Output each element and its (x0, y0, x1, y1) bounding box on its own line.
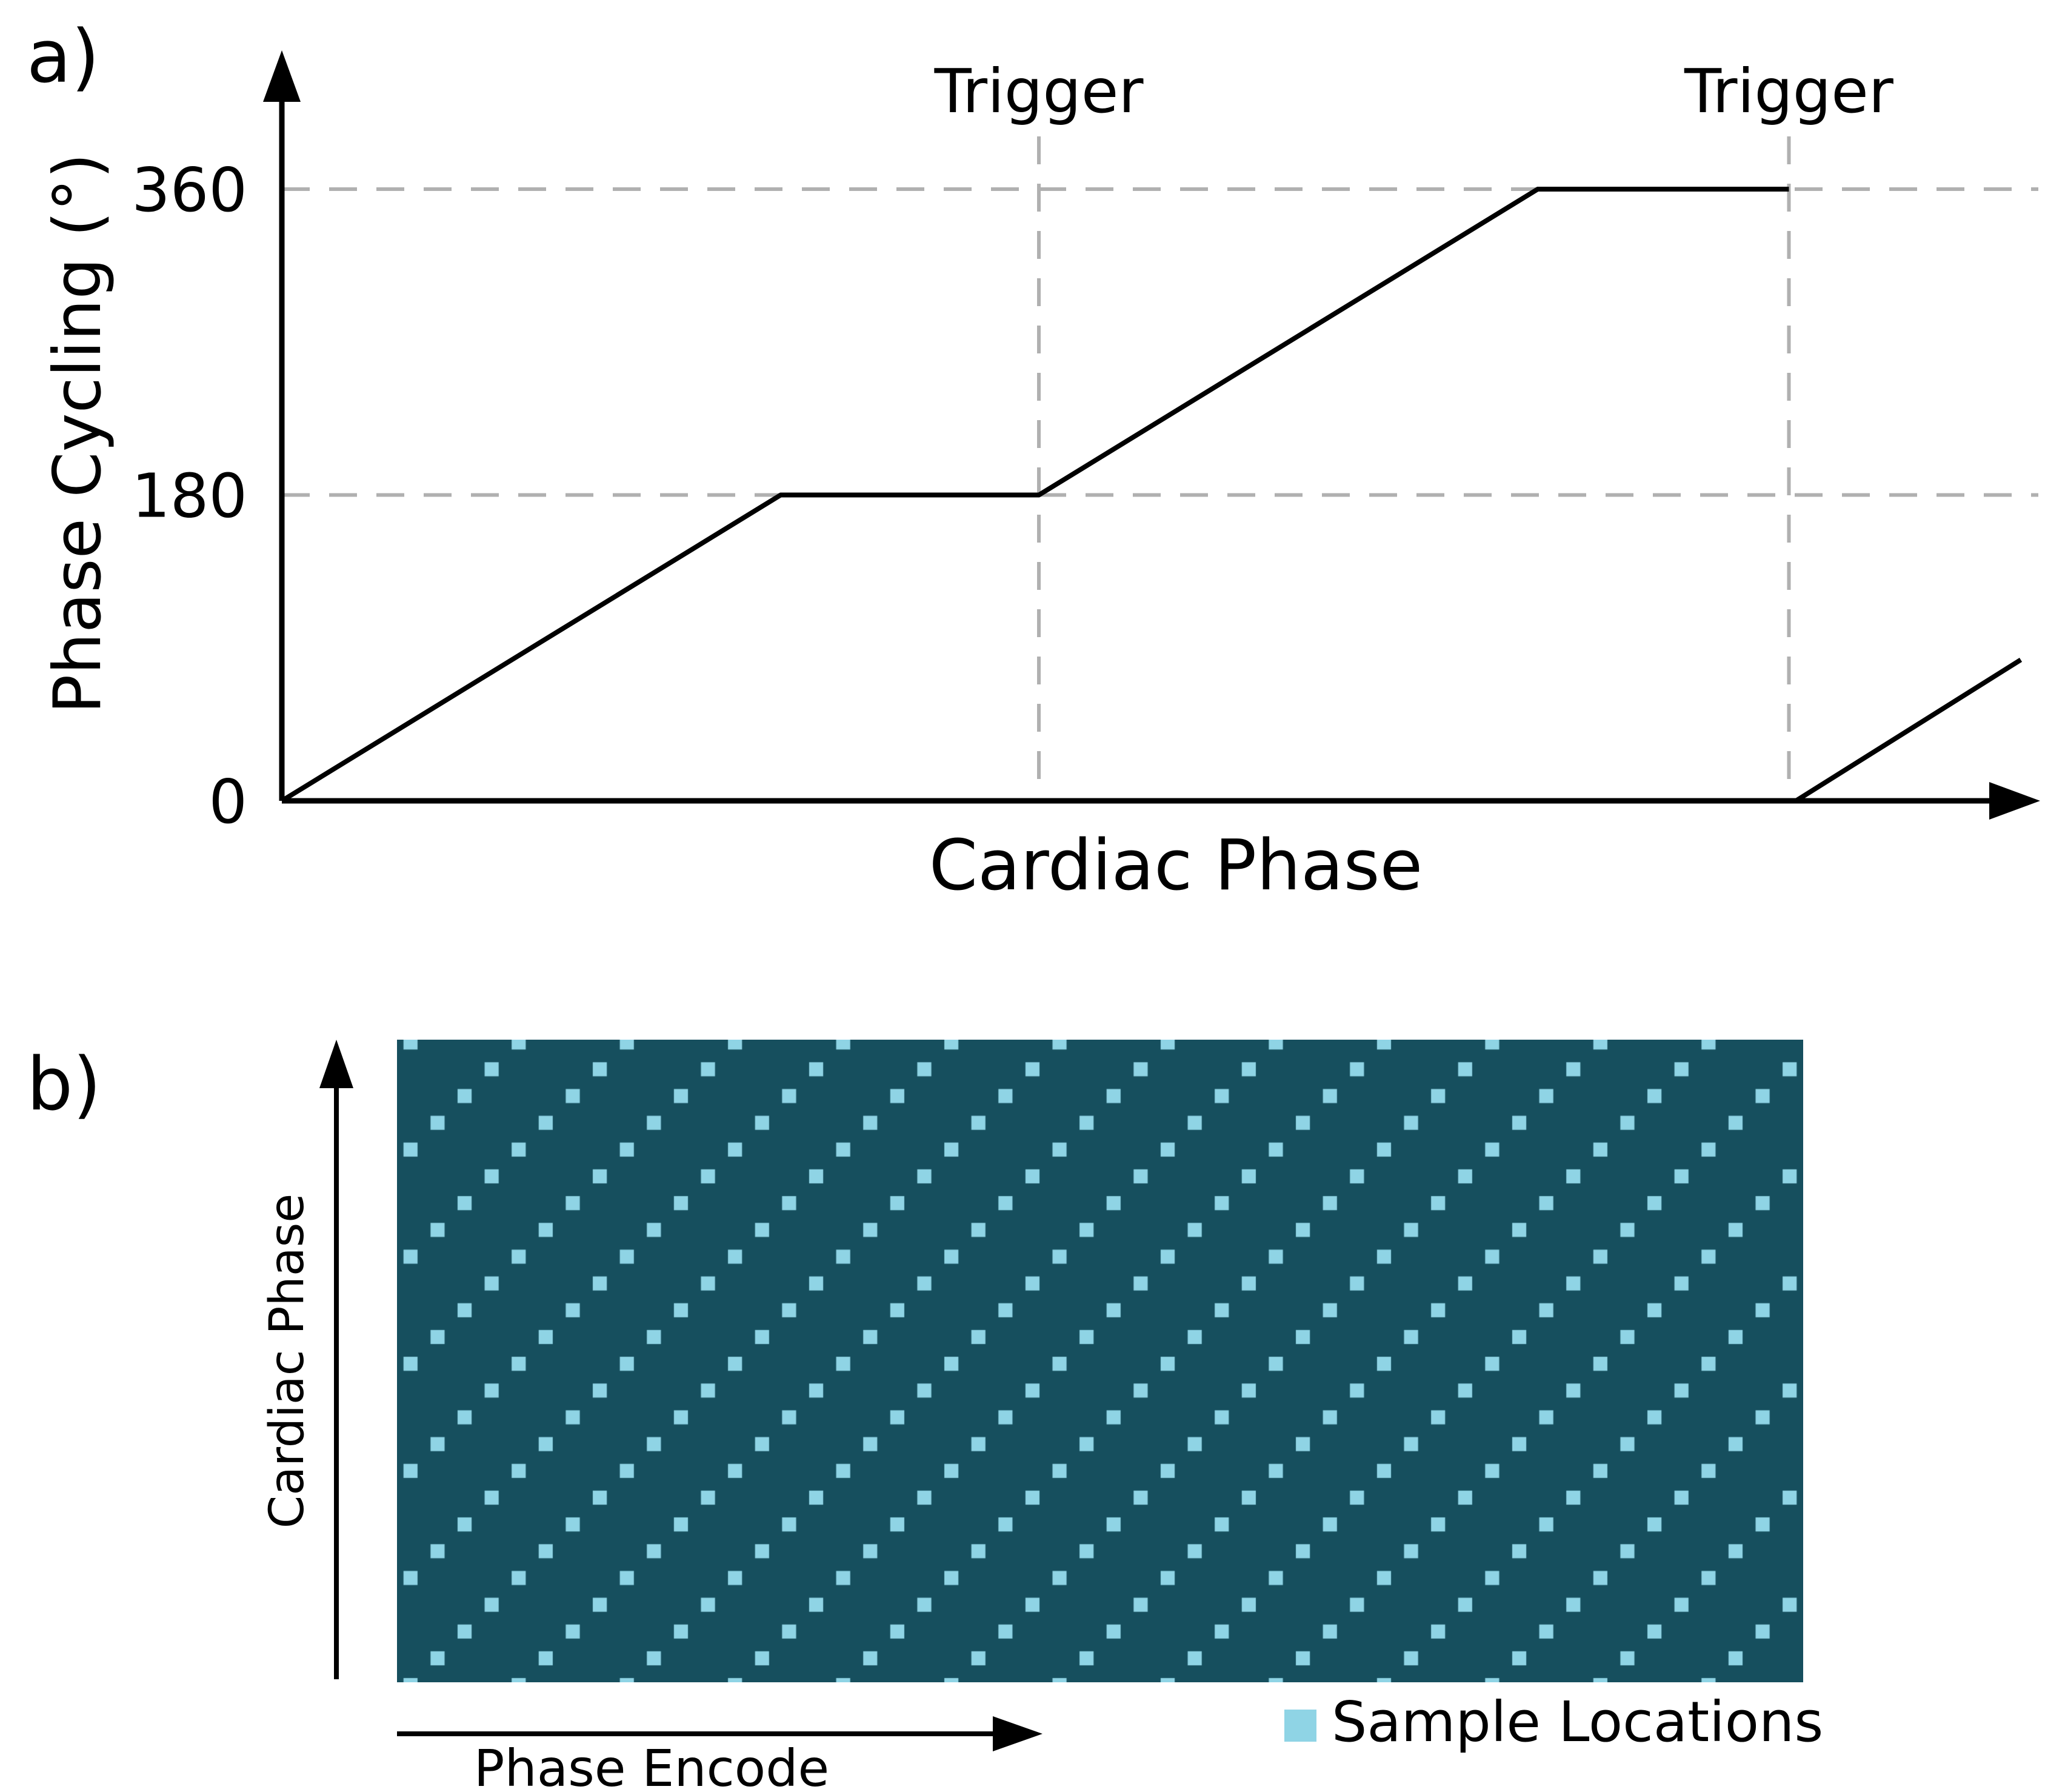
trigger-label-1: Trigger (934, 56, 1144, 127)
ytick-label-0: 0 (209, 766, 247, 837)
sampling-pattern-canvas (397, 1040, 1803, 1682)
panel-a-tag: a) (27, 15, 99, 99)
panel-b-xlabel: Phase Encode (474, 1739, 829, 1792)
panel-b-yaxis-arrowhead-icon (319, 1040, 353, 1088)
phase-cycling-line-1 (280, 187, 1789, 803)
x-axis-arrowhead-icon (1989, 782, 2040, 820)
ytick-label-360: 360 (132, 155, 247, 226)
panel-a-ylabel: Phase Cycling (°) (40, 153, 116, 714)
panel-b-xaxis-arrowhead-icon (993, 1716, 1043, 1751)
ytick-label-180: 180 (132, 461, 247, 532)
y-axis-arrowhead-icon (263, 50, 301, 102)
panel-a-xlabel: Cardiac Phase (929, 825, 1423, 906)
panel-a-plot: Trigger Trigger 360 180 0 (132, 56, 2038, 837)
panel-b-tag: b) (27, 1043, 101, 1127)
trigger-label-2: Trigger (1684, 56, 1894, 127)
legend-label: Sample Locations (1332, 1690, 1823, 1754)
panel-b-ylabel: Cardiac Phase (260, 1194, 315, 1529)
legend-swatch (1284, 1710, 1316, 1742)
phase-cycling-line-2 (1794, 657, 2023, 803)
